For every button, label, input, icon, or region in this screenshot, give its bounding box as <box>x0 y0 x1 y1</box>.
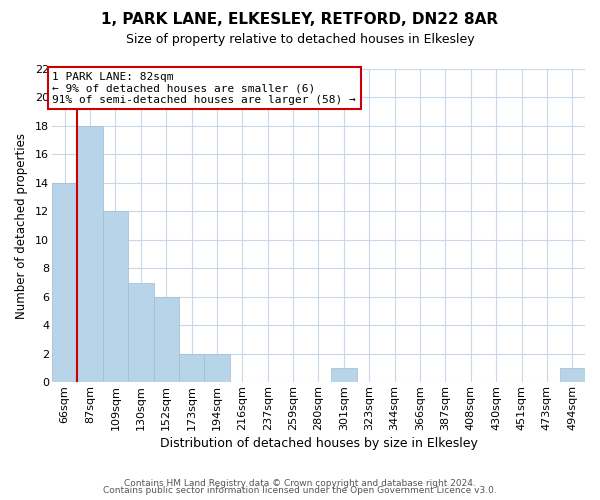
Bar <box>103 212 128 382</box>
Bar <box>204 354 230 382</box>
Bar <box>331 368 356 382</box>
Bar <box>128 282 154 382</box>
Bar <box>179 354 204 382</box>
Text: Contains public sector information licensed under the Open Government Licence v3: Contains public sector information licen… <box>103 486 497 495</box>
Text: 1, PARK LANE, ELKESLEY, RETFORD, DN22 8AR: 1, PARK LANE, ELKESLEY, RETFORD, DN22 8A… <box>101 12 499 28</box>
Text: 1 PARK LANE: 82sqm
← 9% of detached houses are smaller (6)
91% of semi-detached : 1 PARK LANE: 82sqm ← 9% of detached hous… <box>52 72 356 105</box>
Y-axis label: Number of detached properties: Number of detached properties <box>15 132 28 318</box>
Bar <box>77 126 103 382</box>
Text: Contains HM Land Registry data © Crown copyright and database right 2024.: Contains HM Land Registry data © Crown c… <box>124 478 476 488</box>
Bar <box>560 368 585 382</box>
Bar <box>154 296 179 382</box>
Text: Size of property relative to detached houses in Elkesley: Size of property relative to detached ho… <box>125 32 475 46</box>
X-axis label: Distribution of detached houses by size in Elkesley: Distribution of detached houses by size … <box>160 437 478 450</box>
Bar <box>52 183 77 382</box>
